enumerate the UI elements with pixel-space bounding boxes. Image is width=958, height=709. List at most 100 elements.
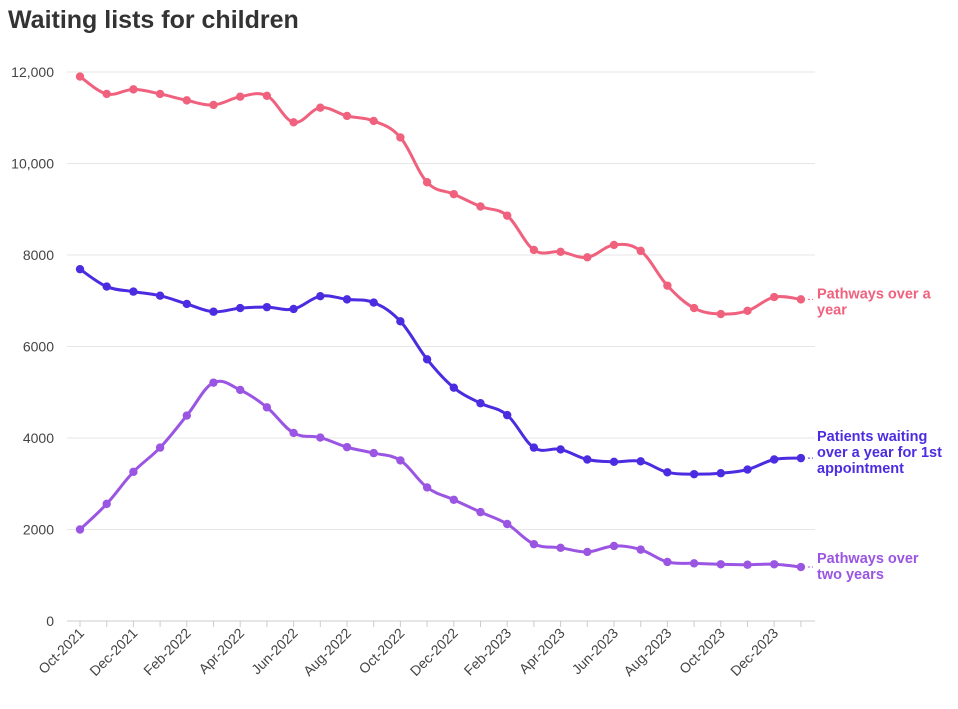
data-point <box>102 499 111 509</box>
series-label-line: year <box>817 302 847 318</box>
series-line <box>78 75 803 316</box>
series <box>75 72 806 572</box>
data-point <box>262 302 272 312</box>
data-point <box>449 383 458 392</box>
series-label-line: Pathways over a <box>817 286 932 302</box>
data-point <box>236 303 245 313</box>
data-point <box>209 378 218 387</box>
series-line <box>78 267 803 476</box>
x-tick-label: Dec-2021 <box>86 625 140 679</box>
x-tick-label: Jun-2023 <box>569 625 622 678</box>
y-tick-label: 0 <box>46 613 54 629</box>
data-point <box>369 116 378 126</box>
data-point <box>209 100 218 110</box>
data-point <box>529 245 539 255</box>
x-tick-label: Dec-2022 <box>407 625 461 679</box>
data-point <box>689 559 699 568</box>
x-tick-label: Feb-2022 <box>140 625 194 679</box>
series-labels: Pathways over a year Patients waiting over … <box>807 286 942 583</box>
data-point <box>609 541 619 551</box>
data-point <box>529 443 539 452</box>
data-point <box>316 433 325 442</box>
data-point <box>129 287 138 296</box>
x-tick-label: Apr-2023 <box>516 625 568 677</box>
data-point <box>182 96 191 105</box>
data-point <box>342 295 352 304</box>
data-point <box>236 385 245 395</box>
data-point <box>449 189 458 199</box>
data-point <box>316 103 325 112</box>
data-point <box>796 562 806 572</box>
series-line <box>78 379 803 569</box>
data-point <box>422 355 432 364</box>
data-point <box>609 240 619 250</box>
data-point <box>396 456 405 465</box>
data-point <box>663 468 672 477</box>
data-point <box>449 495 458 504</box>
data-point <box>663 281 672 290</box>
data-point <box>636 246 645 256</box>
data-point <box>396 133 405 142</box>
y-tick-label: 12,000 <box>11 64 54 80</box>
data-point <box>743 465 752 474</box>
data-point <box>529 539 539 549</box>
data-point <box>663 557 672 567</box>
x-tick-label: Aug-2022 <box>300 625 354 679</box>
data-point <box>689 469 699 479</box>
data-point <box>636 457 645 466</box>
x-tick-label: Dec-2023 <box>727 625 781 679</box>
data-point <box>209 307 218 316</box>
data-point <box>716 560 725 569</box>
data-point <box>182 411 191 420</box>
data-point <box>503 410 512 420</box>
y-tick-label: 4000 <box>23 430 54 446</box>
data-point <box>503 519 512 529</box>
x-tick-label: Aug-2023 <box>620 625 674 679</box>
series-label-line: two years <box>817 567 884 583</box>
data-point <box>75 525 85 534</box>
data-point <box>129 85 138 94</box>
data-point <box>102 282 111 291</box>
data-point <box>155 291 165 300</box>
data-point <box>583 253 592 262</box>
data-point <box>316 291 325 301</box>
x-tick-label: Feb-2023 <box>461 625 515 679</box>
data-point <box>262 403 272 412</box>
data-point <box>155 443 165 452</box>
data-point <box>342 111 352 121</box>
series-label: Patients waiting over a year for 1st appoi… <box>817 429 942 477</box>
data-point <box>476 202 485 211</box>
data-point <box>716 469 725 478</box>
data-point <box>476 507 485 517</box>
data-point <box>182 299 191 309</box>
data-point <box>796 295 806 304</box>
data-point <box>556 543 565 552</box>
x-tick-label: Oct-2021 <box>35 625 87 677</box>
x-tick-label: Oct-2022 <box>355 625 407 677</box>
data-point <box>262 91 272 100</box>
data-point <box>743 306 752 316</box>
data-point <box>289 304 298 314</box>
data-point <box>770 292 779 302</box>
y-tick-label: 10,000 <box>11 156 54 172</box>
series-label: Pathways over two years <box>817 551 919 583</box>
series-label: Pathways over a year <box>817 286 932 318</box>
series-label-line: appointment <box>817 461 904 477</box>
data-point <box>422 178 432 187</box>
data-point <box>236 92 245 101</box>
data-point <box>556 445 565 454</box>
data-point <box>636 545 645 554</box>
x-tick-label: Oct-2023 <box>676 625 728 677</box>
data-point <box>476 399 485 408</box>
data-point <box>422 483 432 492</box>
data-point <box>75 72 85 81</box>
data-point <box>289 428 298 438</box>
data-point <box>155 89 165 99</box>
data-point <box>556 247 565 256</box>
data-point <box>289 118 298 127</box>
y-tick-label: 6000 <box>23 339 54 355</box>
chart-title: Waiting lists for children <box>8 6 299 34</box>
data-point <box>770 560 779 569</box>
data-point <box>342 442 352 452</box>
